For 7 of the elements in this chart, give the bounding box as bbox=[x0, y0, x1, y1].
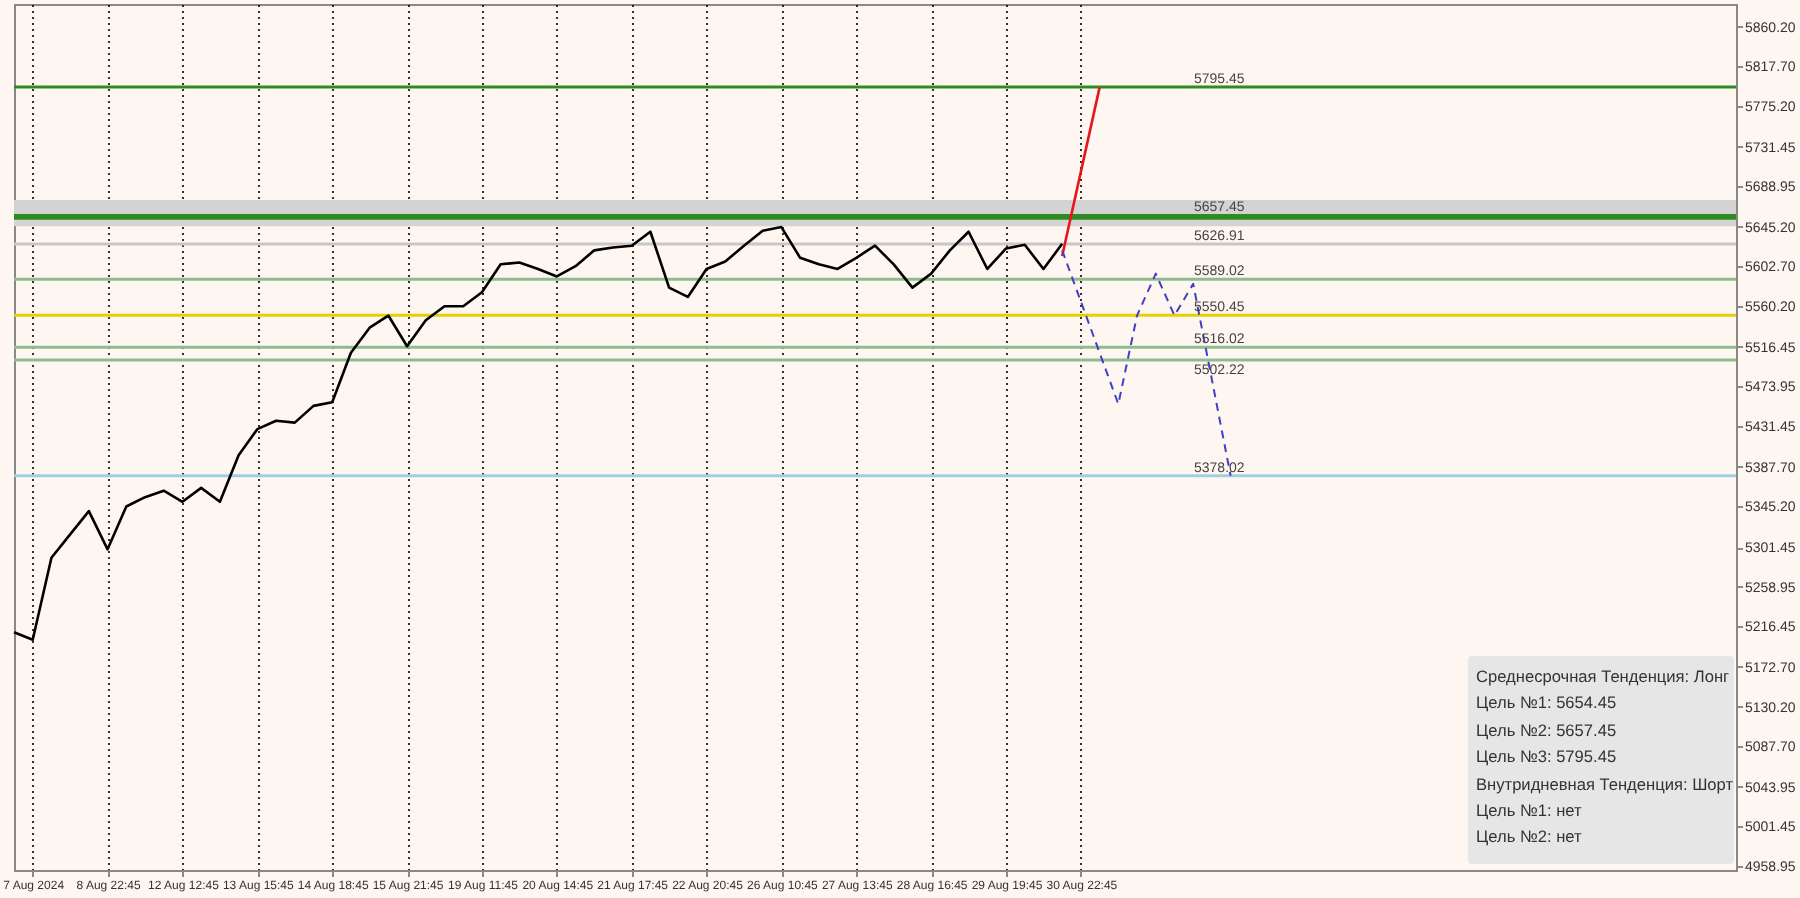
annotation: Цель №1: 5654.45 bbox=[1476, 690, 1619, 717]
annotation: Внутридневная Тенденция: Шорт bbox=[1476, 771, 1734, 798]
annotation: Среднесрочная Тенденция: Лонг bbox=[1476, 664, 1732, 690]
annotation: Цель №1: нет bbox=[1476, 798, 1584, 825]
annotation: Цель №2: нет bbox=[1476, 824, 1584, 851]
annotation: Цель №2: 5657.45 bbox=[1476, 717, 1619, 744]
annotation: Цель №3: 5795.45 bbox=[1476, 744, 1619, 771]
